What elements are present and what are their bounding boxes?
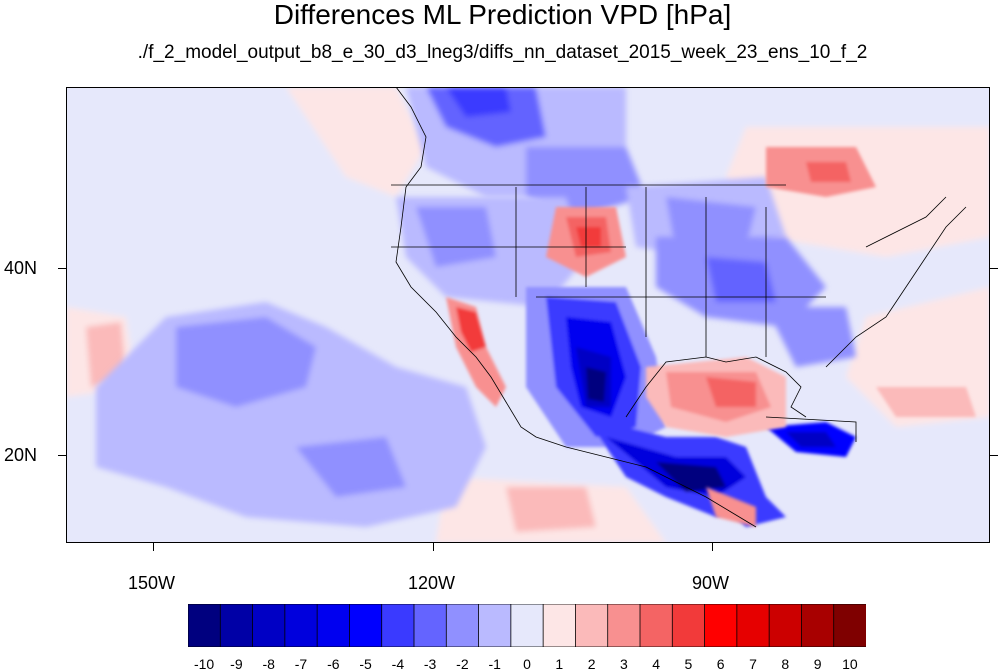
field-us-blue [396, 197, 856, 367]
lon-tick-120w [433, 543, 434, 551]
colorbar-swatch [833, 603, 867, 648]
lon-label-120w: 120W [408, 573, 456, 593]
colorbar-swatch [736, 603, 771, 648]
colorbar-label: 9 [813, 656, 822, 672]
colorbar-swatch [575, 603, 609, 648]
colorbar-swatch [219, 603, 254, 648]
colorbar-swatch [768, 603, 803, 648]
lat-label-40n: 40N [4, 258, 38, 278]
colorbar [187, 603, 867, 648]
lat-tick-20n [58, 455, 66, 456]
vpd-difference-map [66, 87, 990, 543]
colorbar-swatch [801, 603, 835, 648]
colorbar-swatch [316, 603, 351, 648]
colorbar-swatch [252, 603, 286, 648]
colorbar-label: 10 [842, 656, 858, 672]
colorbar-label: -6 [327, 656, 340, 672]
colorbar-swatch [542, 603, 577, 648]
colorbar-swatch [349, 603, 383, 648]
colorbar-swatch [445, 603, 480, 648]
lon-label-90w: 90W [692, 573, 730, 593]
colorbar-label: -9 [230, 656, 243, 672]
lon-tick-90w [712, 543, 713, 551]
colorbar-label: -8 [262, 656, 275, 672]
colorbar-label: -5 [359, 656, 372, 672]
colorbar-label: -10 [193, 656, 215, 672]
map-subtitle: ./f_2_model_output_b8_e_30_d3_lneg3/diff… [137, 42, 868, 63]
coastlines-and-borders [391, 87, 967, 528]
field-red-anomalies [446, 147, 976, 527]
lat-tick-40n [58, 268, 66, 269]
colorbar-swatch [639, 603, 674, 648]
map-title: Differences ML Prediction VPD [hPa] [273, 0, 732, 30]
colorbar-swatch [284, 603, 319, 648]
colorbar-label: 4 [652, 656, 660, 672]
colorbar-label: -1 [488, 656, 501, 672]
colorbar-label: -2 [456, 656, 469, 672]
field-mexico-blue [526, 287, 856, 527]
field-pacific-blue [96, 302, 486, 527]
colorbar-label: 8 [781, 656, 790, 672]
lat-tick-40n-right [990, 268, 998, 269]
colorbar-label: 0 [523, 656, 531, 672]
colorbar-swatch [704, 603, 738, 648]
colorbar-swatch [607, 603, 641, 648]
lat-tick-20n-right [990, 455, 998, 456]
colorbar-swatch [413, 603, 448, 648]
lon-label-150w: 150W [128, 573, 176, 593]
colorbar-label: 1 [555, 656, 564, 672]
colorbar-label: -7 [294, 656, 308, 672]
colorbar-swatch [510, 603, 545, 648]
colorbar-label: 3 [619, 656, 628, 672]
colorbar-label: 7 [749, 656, 757, 672]
lon-tick-150w [153, 543, 154, 551]
colorbar-label: -3 [423, 656, 437, 672]
colorbar-label: 5 [684, 656, 693, 672]
colorbar-swatch [381, 603, 415, 648]
lat-label-20n: 20N [4, 445, 38, 465]
colorbar-swatch [187, 603, 222, 648]
colorbar-swatch [478, 603, 512, 648]
colorbar-swatch [671, 603, 706, 648]
colorbar-label: -4 [391, 656, 405, 672]
colorbar-label: 6 [716, 656, 725, 672]
colorbar-label: 2 [587, 656, 596, 672]
